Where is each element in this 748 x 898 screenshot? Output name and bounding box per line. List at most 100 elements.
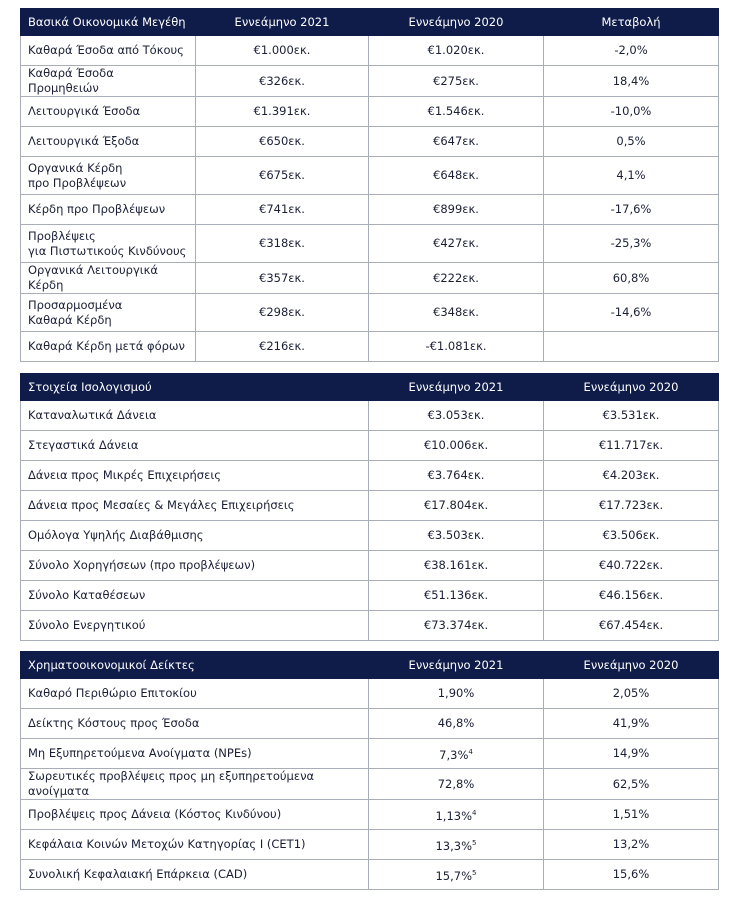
cell-value: €73.374εκ. — [368, 610, 544, 641]
cell-value: 46,8% — [368, 708, 544, 739]
cell-value: €10.006εκ. — [368, 430, 544, 461]
table-row: Προβλέψεις για Πιστωτικούς Κινδύνους €318… — [20, 224, 719, 263]
cell-value: €298εκ. — [195, 293, 369, 332]
row-label: Μη Εξυπηρετούμενα Ανοίγματα (NPEs) — [20, 738, 369, 769]
row-label: Στεγαστικά Δάνεια — [20, 430, 369, 461]
column-header: Στοιχεία Ισολογισμού — [20, 373, 369, 401]
column-header: Εννεάμηνο 2020 — [368, 8, 544, 36]
table-body: Καθαρό Περιθώριο Επιτοκίου 1,90% 2,05% Δείκ… — [20, 678, 719, 890]
cell-value: 72,8% — [368, 768, 544, 800]
cell-value: 1,90% — [368, 678, 544, 709]
column-header: Εννεάμηνο 2021 — [195, 8, 369, 36]
cell-value: 41,9% — [543, 708, 719, 739]
cell-value: 1,51% — [543, 799, 719, 830]
table-row: Οργανικά Κέρδη προ Προβλέψεων €675εκ. €648… — [20, 156, 719, 195]
cell-text: 1,13% — [435, 808, 473, 823]
cell-value: €38.161εκ. — [368, 550, 544, 581]
row-label: Καθαρά Έσοδα Προμηθειών — [20, 65, 196, 97]
table-row: Δείκτης Κόστους προς Έσοδα 46,8% 41,9% — [20, 708, 719, 739]
cell-value: €3.506εκ. — [543, 520, 719, 551]
row-label: Λειτουργικά Έξοδα — [20, 126, 196, 157]
footnote-ref: 5 — [472, 838, 477, 847]
row-label: Προβλέψεις προς Δάνεια (Κόστος Κινδύνου) — [20, 799, 369, 830]
cell-value: €648εκ. — [368, 156, 544, 195]
row-label: Δάνεια προς Μικρές Επιχειρήσεις — [20, 460, 369, 491]
table-row: Καθαρά Κέρδη μετά φόρων €216εκ. -€1.081εκ. — [20, 331, 719, 362]
table-row: Λειτουργικά Έξοδα €650εκ. €647εκ. 0,5% — [20, 126, 719, 157]
row-label: Προσαρμοσμένα Καθαρά Κέρδη — [20, 293, 196, 332]
row-label: Καθαρά Έσοδα από Τόκους — [20, 35, 196, 66]
column-header: Βασικά Οικονομικά Μεγέθη — [20, 8, 196, 36]
table-row: Καθαρά Έσοδα Προμηθειών €326εκ. €275εκ. 18,… — [20, 65, 719, 97]
table-row: Συνολική Κεφαλαιακή Επάρκεια (CAD) 15,7%5… — [20, 859, 719, 890]
cell-value — [543, 331, 719, 362]
cell-text: 15,7% — [435, 868, 473, 883]
cell-value: -2,0% — [543, 35, 719, 66]
table-row: Καθαρό Περιθώριο Επιτοκίου 1,90% 2,05% — [20, 678, 719, 709]
row-label: Σωρευτικές προβλέψεις προς μη εξυπηρετού… — [20, 768, 369, 800]
cell-value: 13,2% — [543, 829, 719, 860]
cell-value: €348εκ. — [368, 293, 544, 332]
cell-value: 14,9% — [543, 738, 719, 769]
cell-value: 15,7%5 — [368, 859, 544, 890]
cell-value: €4.203εκ. — [543, 460, 719, 491]
cell-value: €741εκ. — [195, 194, 369, 225]
cell-value: 15,6% — [543, 859, 719, 890]
cell-value: €1.020εκ. — [368, 35, 544, 66]
cell-value: €46.156εκ. — [543, 580, 719, 611]
table-row: Σύνολο Χορηγήσεων (προ προβλέψεων) €38.16… — [20, 550, 719, 581]
cell-value: 2,05% — [543, 678, 719, 709]
cell-value: €67.454εκ. — [543, 610, 719, 641]
table-body: Καθαρά Έσοδα από Τόκους €1.000εκ. €1.020εκ… — [20, 35, 719, 362]
column-header: Εννεάμηνο 2021 — [368, 373, 544, 401]
column-header: Χρηματοοικονομικοί Δείκτες — [20, 651, 369, 679]
table-row: Ομόλογα Υψηλής Διαβάθμισης €3.503εκ. €3.50… — [20, 520, 719, 551]
table-row: Καταναλωτικά Δάνεια €3.053εκ. €3.531εκ. — [20, 400, 719, 431]
table-row: Προβλέψεις προς Δάνεια (Κόστος Κινδύνου)… — [20, 799, 719, 830]
cell-value: 1,13%4 — [368, 799, 544, 830]
row-label: Κέρδη προ Προβλέψεων — [20, 194, 196, 225]
cell-value: 13,3%5 — [368, 829, 544, 860]
cell-value: €357εκ. — [195, 262, 369, 294]
data-table: Χρηματοοικονομικοί Δείκτες Εννεάμηνο 2021… — [20, 651, 719, 890]
cell-value: €647εκ. — [368, 126, 544, 157]
cell-value: €326εκ. — [195, 65, 369, 97]
cell-value: -10,0% — [543, 96, 719, 127]
cell-value: 0,5% — [543, 126, 719, 157]
table-row: Καθαρά Έσοδα από Τόκους €1.000εκ. €1.020εκ… — [20, 35, 719, 66]
cell-value: -25,3% — [543, 224, 719, 263]
data-table: Στοιχεία Ισολογισμού Εννεάμηνο 2021 Εννεάμ… — [20, 373, 719, 641]
cell-value: 60,8% — [543, 262, 719, 294]
cell-value: €11.717εκ. — [543, 430, 719, 461]
table-row: Οργανικά Λειτουργικά Κέρδη €357εκ. €222εκ.… — [20, 262, 719, 294]
cell-value: €3.764εκ. — [368, 460, 544, 491]
column-header: Εννεάμηνο 2020 — [543, 373, 719, 401]
cell-value: €1.546εκ. — [368, 96, 544, 127]
row-label: Καθαρό Περιθώριο Επιτοκίου — [20, 678, 369, 709]
table-row: Κέρδη προ Προβλέψεων €741εκ. €899εκ. -17,6% — [20, 194, 719, 225]
cell-value: 18,4% — [543, 65, 719, 97]
data-table: Βασικά Οικονομικά Μεγέθη Εννεάμηνο 2021 Εν… — [20, 8, 719, 362]
cell-value: -€1.081εκ. — [368, 331, 544, 362]
table-row: Προσαρμοσμένα Καθαρά Κέρδη €298εκ. €348εκ.… — [20, 293, 719, 332]
row-label: Καθαρά Κέρδη μετά φόρων — [20, 331, 196, 362]
row-label: Συνολική Κεφαλαιακή Επάρκεια (CAD) — [20, 859, 369, 890]
cell-value: -17,6% — [543, 194, 719, 225]
cell-value: €675εκ. — [195, 156, 369, 195]
cell-value: €318εκ. — [195, 224, 369, 263]
table-row: Σύνολο Καταθέσεων €51.136εκ. €46.156εκ. — [20, 580, 719, 611]
cell-value: €427εκ. — [368, 224, 544, 263]
cell-value: €1.000εκ. — [195, 35, 369, 66]
cell-value: €3.503εκ. — [368, 520, 544, 551]
row-label: Σύνολο Χορηγήσεων (προ προβλέψεων) — [20, 550, 369, 581]
cell-value: €17.804εκ. — [368, 490, 544, 521]
cell-value: -14,6% — [543, 293, 719, 332]
table-row: Σωρευτικές προβλέψεις προς μη εξυπηρετού… — [20, 768, 719, 800]
row-label: Δάνεια προς Μεσαίες & Μεγάλες Επιχειρήσε… — [20, 490, 369, 521]
cell-value: €899εκ. — [368, 194, 544, 225]
cell-value: €216εκ. — [195, 331, 369, 362]
cell-value: €222εκ. — [368, 262, 544, 294]
table-row: Κεφάλαια Κοινών Μετοχών Κατηγορίας Ι (CE… — [20, 829, 719, 860]
table-body: Καταναλωτικά Δάνεια €3.053εκ. €3.531εκ. Στε… — [20, 400, 719, 641]
